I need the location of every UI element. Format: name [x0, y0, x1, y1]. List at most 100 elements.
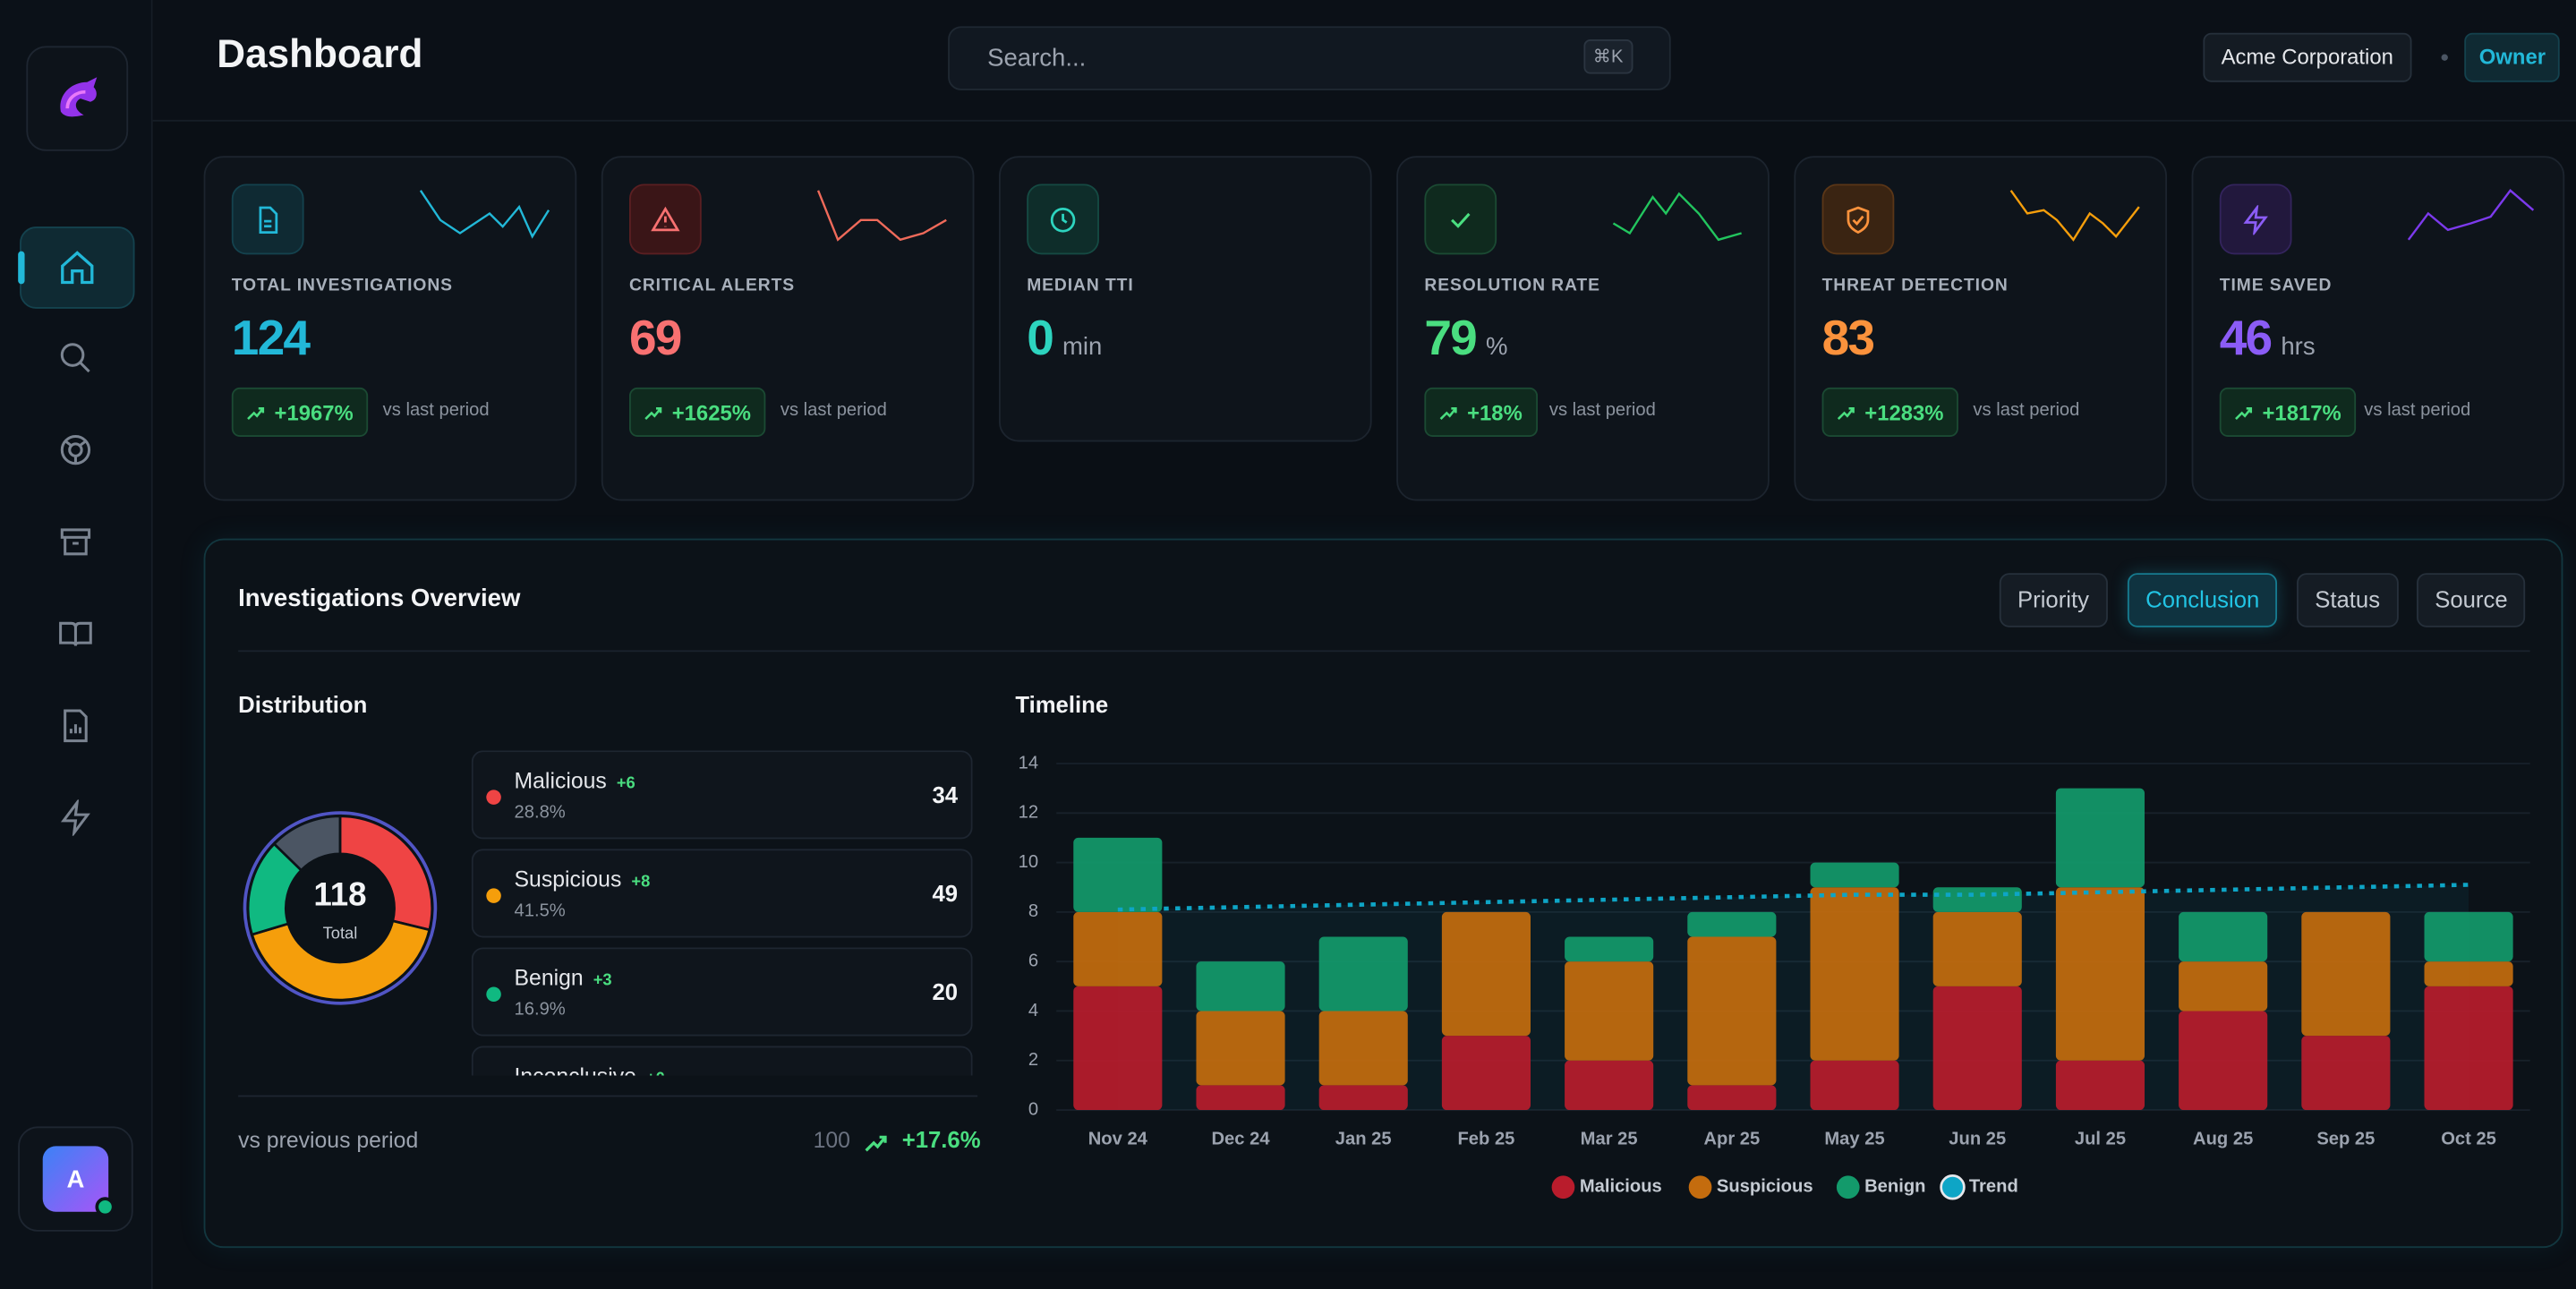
- bar-segment: [1318, 1011, 1408, 1086]
- distribution-item[interactable]: Malicious +6 28.8% 34: [471, 750, 973, 840]
- change-text: +1283%: [1864, 399, 1944, 425]
- nav-automations[interactable]: [36, 781, 115, 854]
- kpi-value: 46 hrs: [2220, 312, 2316, 368]
- kpi-unit: hrs: [2281, 333, 2316, 362]
- bar-segment: [1687, 1085, 1777, 1111]
- kpi-unit: min: [1062, 333, 1103, 362]
- nav-reports[interactable]: [36, 689, 115, 762]
- tab[interactable]: Status: [2297, 573, 2399, 627]
- tab[interactable]: Conclusion: [2127, 573, 2278, 627]
- item-name: Suspicious: [514, 866, 622, 892]
- legend-label: Malicious: [1580, 1177, 1662, 1197]
- search-box[interactable]: Search... ⌘K: [948, 26, 1671, 90]
- bar-segment: [2424, 986, 2513, 1111]
- kpi-note: vs last period: [1548, 400, 1656, 421]
- kpi-card: THREAT DETECTION 83 +1283% vs last perio…: [1794, 156, 2168, 501]
- bar-segment: [1073, 986, 1163, 1111]
- y-tick-label: 6: [1028, 952, 1038, 971]
- bar-segment: [1810, 862, 1899, 888]
- bar-segment: [2179, 1011, 2268, 1111]
- kpi-label: CRITICAL ALERTS: [628, 276, 796, 296]
- kpi-number: 46: [2219, 312, 2273, 367]
- x-tick-label: Aug 25: [2193, 1129, 2253, 1148]
- organization[interactable]: Acme Corporation: [2203, 32, 2412, 82]
- role: Owner: [2464, 32, 2561, 82]
- item-share: 28.8%: [514, 803, 566, 824]
- comparison-label: vs previous period: [238, 1128, 419, 1153]
- bar-segment: [1932, 986, 2022, 1111]
- bar-segment: [2055, 1060, 2145, 1111]
- shortcut: ⌘K: [1582, 39, 1633, 74]
- section-title: Distribution: [238, 691, 368, 718]
- legend-label: Suspicious: [1717, 1177, 1813, 1197]
- nav-search[interactable]: [36, 322, 115, 395]
- sparkline: [816, 190, 947, 242]
- legend-swatch: [1688, 1175, 1712, 1199]
- kpi-card: TOTAL INVESTIGATIONS 124 +1967% vs last …: [203, 156, 577, 501]
- bar-segment: [1073, 911, 1163, 986]
- donut-ring: [243, 811, 438, 1005]
- bar-segment: [1687, 911, 1777, 937]
- kpi-number: 0: [1027, 312, 1054, 367]
- tab[interactable]: Priority: [1999, 573, 2108, 627]
- bar-segment: [1810, 887, 1899, 1061]
- nav-docs[interactable]: [36, 598, 115, 670]
- kpi-number: 83: [1821, 312, 1875, 367]
- change-text: +1817%: [2262, 399, 2341, 425]
- item-change: +6: [616, 774, 635, 794]
- bar-segment: [1810, 1060, 1899, 1111]
- kpi-note: vs last period: [1973, 400, 2080, 421]
- logo[interactable]: [26, 46, 129, 151]
- bar-segment: [2424, 961, 2513, 986]
- bar-segment: [1565, 936, 1654, 962]
- user-menu[interactable]: A: [18, 1126, 133, 1232]
- y-tick-label: 0: [1028, 1099, 1038, 1119]
- kpi-card: TIME SAVED 46 hrs +1817% vs last period: [2191, 156, 2565, 501]
- divider: [238, 650, 2530, 653]
- item-name: Benign: [514, 965, 584, 991]
- donut-total-label: Total: [323, 924, 358, 943]
- nav-archive[interactable]: [36, 506, 115, 578]
- tab[interactable]: Source: [2417, 573, 2526, 627]
- separator: [2441, 54, 2448, 61]
- kpi-note: vs last period: [382, 400, 490, 421]
- kpi-number: 124: [231, 312, 311, 367]
- kpi-note: vs last period: [2364, 400, 2471, 421]
- kpi-unit: %: [1485, 333, 1508, 362]
- sparkline: [2407, 189, 2535, 241]
- kpi-value: 124: [231, 312, 311, 368]
- bar-segment: [2301, 1036, 2391, 1111]
- comparison-change: +17.6%: [901, 1126, 981, 1153]
- kpi-change: +18%: [1424, 387, 1538, 437]
- x-tick-label: Mar 25: [1581, 1129, 1638, 1148]
- x-tick-label: May 25: [1824, 1129, 1884, 1148]
- change-text: +1967%: [274, 399, 354, 425]
- distribution-list: Malicious +6 28.8% 34 Suspicious +8 41.5% 49 B…: [471, 750, 973, 1076]
- y-tick-label: 8: [1028, 901, 1038, 921]
- distribution-item[interactable]: Benign +3 16.9% 20: [471, 947, 973, 1037]
- legend-swatch: [1551, 1175, 1575, 1199]
- kpi-value: 0 min: [1027, 312, 1102, 368]
- y-tick-label: 14: [1019, 753, 1038, 773]
- distribution-item[interactable]: Suspicious +8 41.5% 49: [471, 849, 973, 938]
- page-title: Dashboard: [217, 32, 423, 78]
- kpi-change: +1817%: [2219, 387, 2357, 437]
- trend-icon: [865, 1135, 887, 1152]
- kpi-label: RESOLUTION RATE: [1424, 276, 1600, 296]
- item-change: +3: [593, 971, 612, 991]
- bar-segment: [2179, 961, 2268, 1012]
- header: Dashboard Search... ⌘K Acme Corporation …: [152, 0, 2576, 122]
- bar-segment: [2055, 887, 2145, 1061]
- bar-segment: [1932, 911, 2022, 986]
- distribution-item[interactable]: Inconclusive+015: [471, 1046, 973, 1076]
- x-tick-label: Sep 25: [2316, 1129, 2375, 1148]
- nav-investigations[interactable]: [36, 414, 115, 486]
- kpi-note: vs last period: [780, 400, 887, 421]
- donut-segment: [272, 815, 342, 873]
- nav-home[interactable]: [18, 226, 135, 309]
- bar-segment: [2055, 788, 2145, 888]
- search-placeholder: Search...: [987, 44, 1087, 73]
- divider: [238, 1095, 978, 1097]
